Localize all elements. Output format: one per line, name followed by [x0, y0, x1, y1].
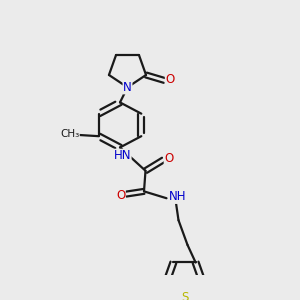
Text: N: N [123, 81, 132, 94]
Text: O: O [164, 152, 173, 165]
Text: CH₃: CH₃ [60, 129, 79, 139]
Text: S: S [181, 291, 188, 300]
Text: NH: NH [169, 190, 186, 203]
Text: O: O [116, 189, 125, 202]
Text: O: O [165, 73, 175, 86]
Text: HN: HN [113, 149, 131, 162]
